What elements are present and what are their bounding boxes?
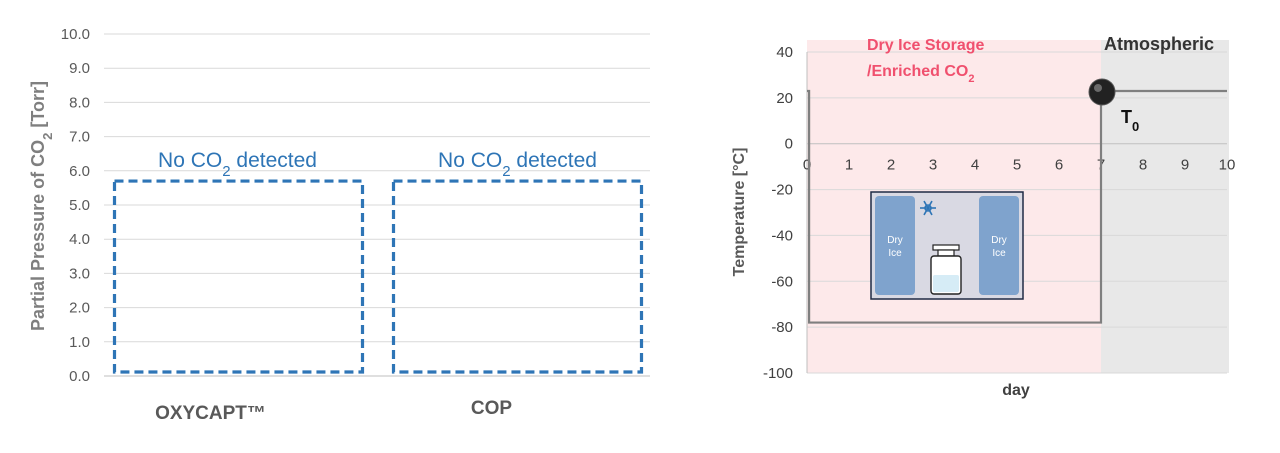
x-tick-label: 1 [845, 157, 853, 174]
y-tick-label: 3.0 [69, 265, 90, 282]
vial-liquid [933, 275, 959, 292]
y-tick-label: -20 [771, 182, 793, 199]
temperature-series-line [807, 89, 1227, 324]
snowflake-arm [923, 200, 933, 216]
dry-ice-region-label-line1: Dry Ice Storage [867, 37, 984, 54]
dry-ice-region-label-line2-part: 2 [968, 73, 974, 85]
atmospheric-region-label: Atmospheric [1104, 34, 1214, 54]
y-axis-title-main: Partial Pressure of CO [28, 140, 48, 331]
y-tick-label: 4.0 [69, 231, 90, 248]
y-tick-label: 0.0 [69, 368, 90, 385]
y-axis-title: Temperature [°C] [731, 148, 748, 277]
y-tick-label: 9.0 [69, 60, 90, 77]
category-label: COP [471, 398, 513, 419]
snowflake-core [924, 204, 932, 212]
y-tick-label: 40 [776, 44, 793, 61]
y-axis-title: Partial Pressure of CO2 [Torr] [28, 81, 55, 331]
x-tick-label: 5 [1013, 157, 1021, 174]
dry-ice-label: Ice [992, 248, 1006, 259]
y-tick-label: 1.0 [69, 334, 90, 351]
y-axis-title-unit: [Torr] [28, 81, 48, 133]
dry-ice-block-left [875, 196, 915, 295]
t0-marker-highlight [1094, 83, 1102, 92]
y-axis-title-sub: 2 [40, 133, 55, 140]
y-tick-label: -100 [763, 365, 793, 382]
no-co2-annotation-part: 2 [502, 163, 510, 180]
no-co2-annotation-part: No CO [438, 149, 502, 172]
y-tick-label: 0 [785, 136, 793, 153]
y-tick-label: 5.0 [69, 197, 90, 214]
y-tick-label: 6.0 [69, 163, 90, 180]
x-tick-label: 6 [1055, 157, 1063, 174]
dry-ice-label: Ice [888, 248, 902, 259]
x-tick-label: 2 [887, 157, 895, 174]
y-tick-label: -40 [771, 227, 793, 244]
t0-label-part: T [1121, 107, 1132, 127]
y-tick-label: 8.0 [69, 94, 90, 111]
no-co2-annotation: No CO2 detected [438, 149, 597, 180]
atmospheric-region-label-part: Atmospheric [1104, 34, 1214, 54]
vial-neck [937, 249, 955, 257]
no-co2-annotation: No CO2 detected [158, 149, 317, 180]
x-tick-label: 3 [929, 157, 937, 174]
y-tick-label: 10.0 [61, 26, 90, 43]
dry-ice-region-label-line2-part: /Enriched CO [867, 63, 968, 80]
x-tick-label: 8 [1139, 157, 1147, 174]
no-co2-annotation-part: detected [511, 149, 597, 172]
no-co2-annotation-part: 2 [222, 163, 230, 180]
x-tick-label: 0 [803, 157, 811, 174]
snowflake-icon [920, 200, 936, 216]
dry-ice-block-right [979, 196, 1019, 295]
vial-cap [932, 244, 960, 251]
no-co2-annotation-part: detected [231, 149, 317, 172]
t0-marker [1088, 78, 1116, 106]
dry-ice-label: Dry [991, 235, 1007, 246]
x-tick-label: 9 [1181, 157, 1189, 174]
y-tick-label: 2.0 [69, 300, 90, 317]
y-tick-label: -80 [771, 319, 793, 336]
x-axis-title: day [1002, 382, 1030, 399]
t0-label-part: 0 [1132, 118, 1139, 133]
t0-label: T0 [1121, 107, 1139, 134]
dry-ice-label: Dry [887, 235, 903, 246]
dry-ice-region-label-line2: /Enriched CO2 [867, 63, 974, 85]
y-tick-label: 7.0 [69, 129, 90, 146]
co2-bar-chart: 0.0 1.0 2.0 3.0 4.0 5.0 6.0 7.0 8.0 9.0 10.0 No CO… [28, 26, 650, 424]
no-data-box [112, 179, 365, 374]
dry-ice-region-label-line1-part: Dry Ice Storage [867, 37, 984, 54]
x-tick-label: 4 [971, 157, 979, 174]
no-data-box [391, 179, 644, 374]
atmospheric-region [1101, 40, 1229, 373]
no-co2-annotation-part: No CO [158, 149, 222, 172]
category-label: OXYCAPT™ [155, 403, 266, 424]
y-tick-label: 20 [776, 90, 793, 107]
y-tick-label: -60 [771, 273, 793, 290]
x-tick-label: 10 [1219, 157, 1236, 174]
